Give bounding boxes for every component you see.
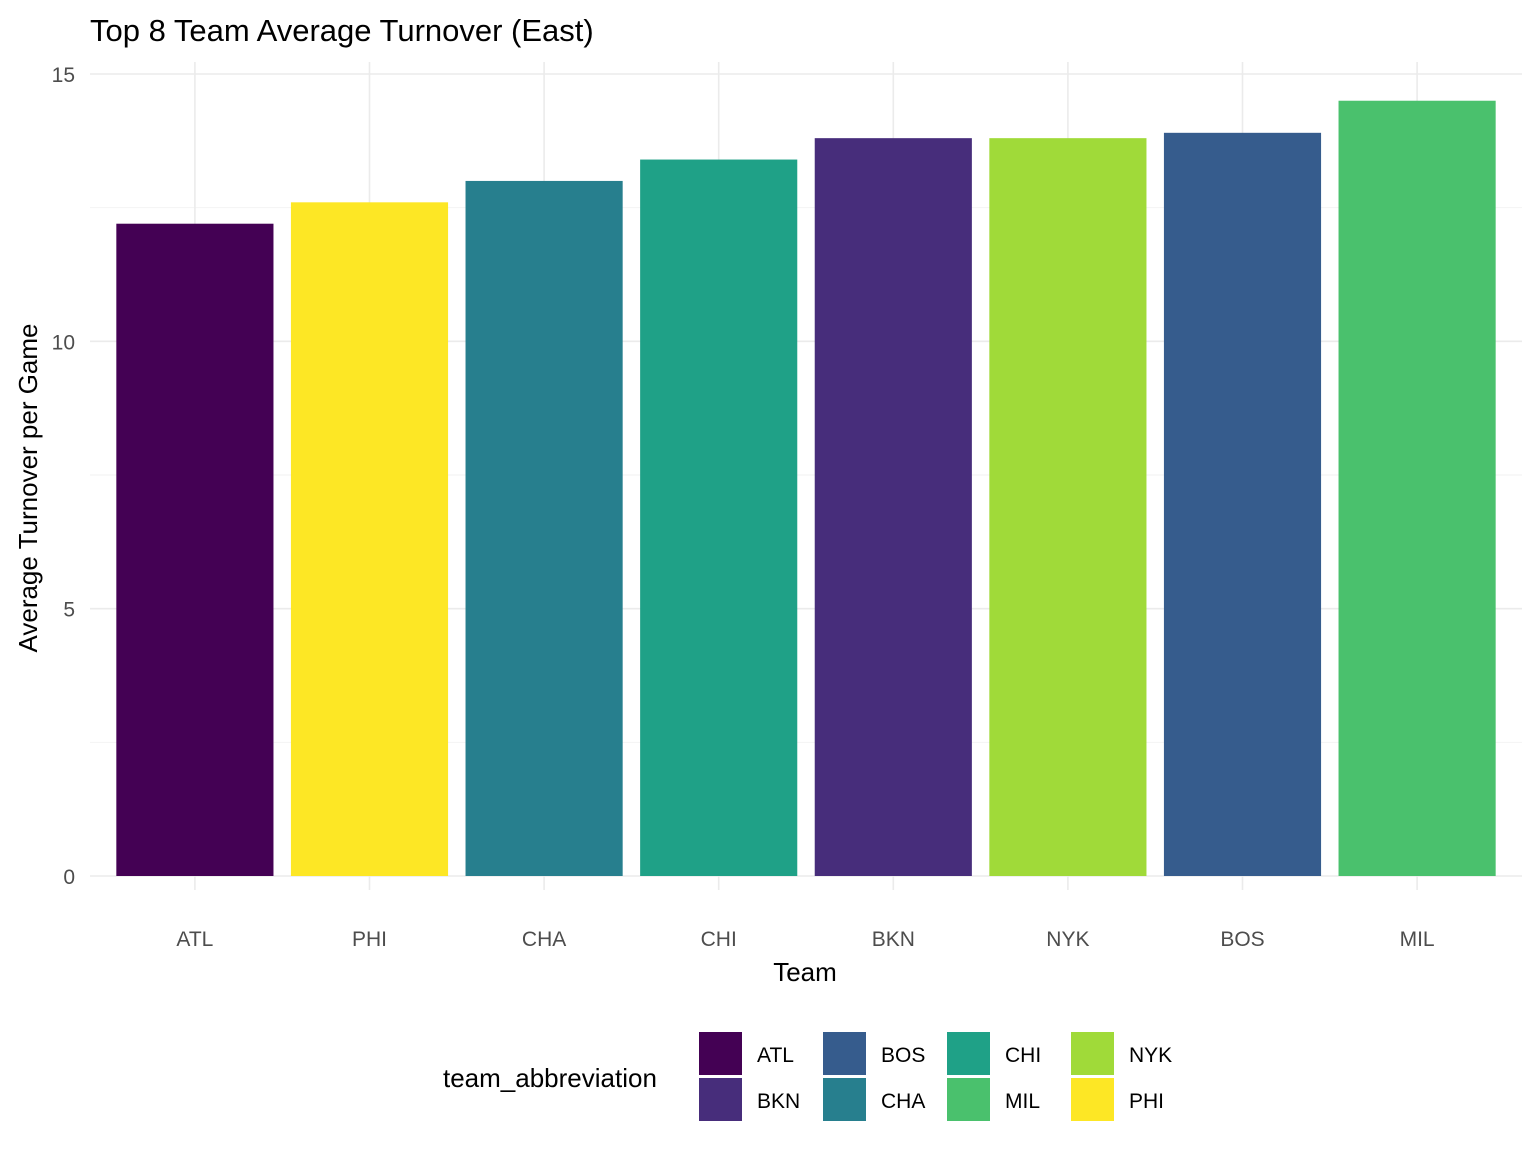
bar-cha	[465, 180, 623, 876]
x-tick-label: NYK	[1046, 928, 1089, 951]
legend-key-chi	[947, 1032, 990, 1075]
x-tick-label: MIL	[1400, 928, 1435, 951]
y-axis-title: Average Turnover per Game	[13, 323, 43, 652]
bar-nyk	[989, 138, 1147, 876]
x-axis-title: Team	[773, 957, 837, 987]
y-tick-label: 10	[52, 331, 75, 354]
legend-label: BOS	[881, 1044, 925, 1067]
bars-group	[116, 100, 1496, 877]
x-tick-label: BOS	[1220, 928, 1264, 951]
legend-items: ATL BKN BOS CHA CHI MIL NYK PHI	[699, 1032, 1172, 1121]
legend-label: PHI	[1129, 1090, 1164, 1113]
legend: team_abbreviation ATL BKN BOS CHA CHI MIL NYK P…	[443, 1032, 1172, 1121]
legend-label: CHI	[1005, 1044, 1041, 1067]
legend-label: ATL	[757, 1044, 794, 1067]
bar-bkn	[814, 138, 972, 876]
legend-label: MIL	[1005, 1090, 1040, 1113]
bar-mil	[1338, 100, 1496, 876]
legend-key-mil	[947, 1078, 990, 1121]
bar-atl	[116, 223, 274, 876]
x-tick-label: ATL	[176, 928, 213, 951]
x-axis-ticks: ATL PHI CHA CHI BKN NYK BOS MIL	[176, 928, 1434, 951]
legend-label: CHA	[881, 1090, 925, 1113]
legend-key-phi	[1071, 1078, 1114, 1121]
legend-label: NYK	[1129, 1044, 1172, 1067]
legend-title: team_abbreviation	[443, 1063, 657, 1093]
x-tick-label: PHI	[352, 928, 387, 951]
bar-phi	[290, 202, 449, 876]
x-tick-label: BKN	[872, 928, 915, 951]
legend-key-bos	[823, 1032, 866, 1075]
legend-key-bkn	[699, 1078, 742, 1121]
legend-key-cha	[823, 1078, 866, 1121]
y-axis-ticks: 0 5 10 15	[52, 64, 75, 889]
bar-chi	[640, 159, 798, 877]
y-tick-label: 0	[63, 866, 75, 889]
legend-key-nyk	[1071, 1032, 1114, 1075]
chart-title: Top 8 Team Average Turnover (East)	[90, 13, 594, 48]
bar-bos	[1163, 132, 1322, 876]
x-tick-label: CHA	[522, 928, 566, 951]
legend-key-atl	[699, 1032, 742, 1075]
legend-label: BKN	[757, 1090, 800, 1113]
y-tick-label: 5	[63, 599, 75, 622]
y-tick-label: 15	[52, 64, 75, 87]
x-tick-label: CHI	[701, 928, 737, 951]
